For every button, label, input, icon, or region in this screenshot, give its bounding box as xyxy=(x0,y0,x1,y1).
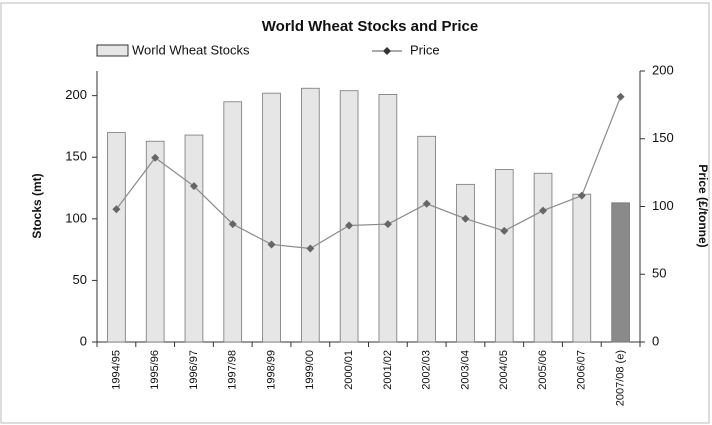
price-marker xyxy=(151,153,160,162)
price-marker xyxy=(539,206,548,215)
price-marker xyxy=(112,205,121,214)
price-marker xyxy=(306,244,315,253)
price-marker xyxy=(577,191,586,200)
y-tick-label: 200 xyxy=(65,87,87,102)
legend-label: World Wheat Stocks xyxy=(132,42,250,57)
y-tick-label: 150 xyxy=(65,149,87,164)
price-line xyxy=(115,96,622,250)
price-marker xyxy=(383,220,392,229)
x-tick-label: 2000/01 xyxy=(343,350,355,390)
bar xyxy=(611,202,630,343)
bar xyxy=(145,140,165,343)
bar xyxy=(456,183,475,343)
x-tick-label: 1997/98 xyxy=(227,350,239,390)
bar xyxy=(572,193,592,343)
price-marker xyxy=(500,226,509,235)
x-tick-label: 2003/04 xyxy=(459,350,471,390)
x-tick-label: 2004/05 xyxy=(498,350,510,390)
x-tick-label: 1998/99 xyxy=(265,350,277,390)
bar xyxy=(494,169,514,343)
x-tick-label: 1995/96 xyxy=(149,350,161,390)
bar xyxy=(184,134,204,343)
chart-title: World Wheat Stocks and Price xyxy=(262,18,478,35)
legend-label: Price xyxy=(410,42,440,57)
bar xyxy=(339,90,359,343)
bar xyxy=(417,135,436,343)
y-tick-label: 0 xyxy=(80,333,87,348)
bar xyxy=(378,94,398,343)
x-tick-label: 1999/00 xyxy=(304,350,316,390)
price-marker xyxy=(461,214,470,223)
bar xyxy=(262,92,281,343)
y-axis-label: Stocks (mt) xyxy=(30,173,44,238)
x-tick-label: 2006/07 xyxy=(576,350,588,390)
price-marker xyxy=(228,220,237,229)
price-marker xyxy=(189,182,198,191)
x-tick-label: 2005/06 xyxy=(537,350,549,390)
price-marker xyxy=(422,199,431,208)
y-tick-label: 100 xyxy=(65,210,87,225)
price-marker xyxy=(616,92,625,101)
price-marker xyxy=(267,240,276,249)
y2-axis-label: Price (£/tonne) xyxy=(696,164,710,247)
y2-tick-label: 100 xyxy=(652,198,674,213)
price-marker xyxy=(345,221,354,230)
y2-tick-label: 150 xyxy=(652,130,674,145)
x-tick-label: 2002/03 xyxy=(421,350,433,390)
legend-marker xyxy=(383,47,391,55)
y2-tick-label: 0 xyxy=(652,333,659,348)
bar xyxy=(107,132,126,343)
x-tick-label: 2007/08 (e) xyxy=(615,350,627,406)
x-tick-label: 1994/95 xyxy=(110,350,122,390)
bar xyxy=(533,172,553,343)
legend-swatch xyxy=(96,44,129,57)
y2-tick-label: 50 xyxy=(652,266,666,281)
bar xyxy=(301,87,320,343)
x-tick-label: 2001/02 xyxy=(382,350,394,390)
x-tick-label: 1996/97 xyxy=(188,350,200,390)
y2-tick-label: 200 xyxy=(652,62,674,77)
y-tick-label: 50 xyxy=(73,272,87,287)
